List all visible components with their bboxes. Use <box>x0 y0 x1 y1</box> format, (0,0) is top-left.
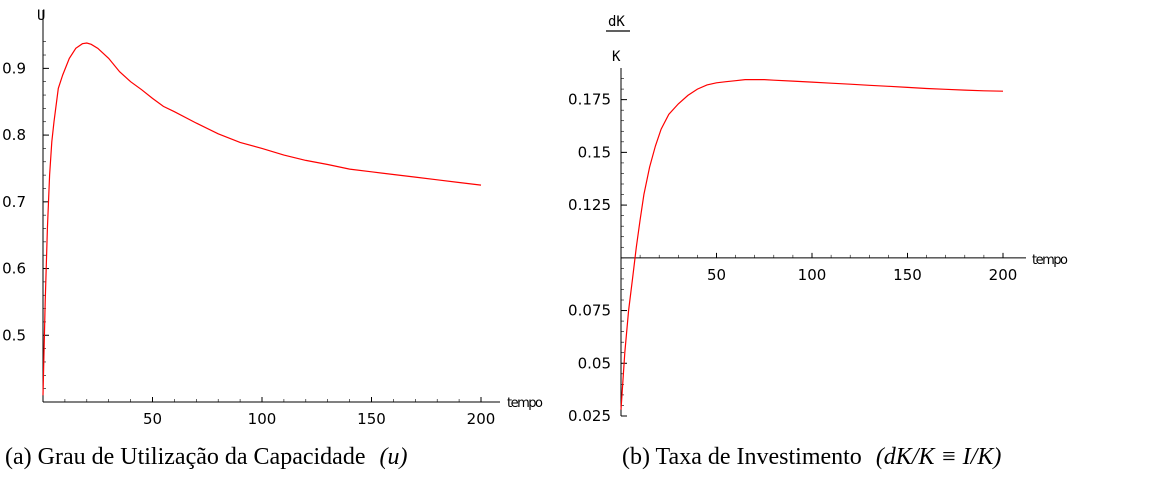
caption-math: (dK/K ≡ I/K) <box>876 444 1002 470</box>
x-tick-label: 200 <box>989 266 1018 284</box>
y-tick-label: 0.6 <box>2 260 26 278</box>
x-tick-label: 50 <box>707 266 726 284</box>
chart-investment-rate: dK K tempo (b) Taxa de Investimento (dK/… <box>568 14 1069 470</box>
y-axis-label-denominator: K <box>612 49 621 65</box>
y-tick-label: 0.175 <box>568 91 611 109</box>
x-tick-label: 100 <box>248 410 277 428</box>
y-tick-label: 0.7 <box>2 193 26 211</box>
y-axis-label: U <box>37 8 45 24</box>
x-axis-label: tempo <box>507 396 543 411</box>
y-tick-label: 0.125 <box>568 196 611 214</box>
x-tick-label: 100 <box>798 266 827 284</box>
y-tick-label: 0.05 <box>578 354 611 372</box>
y-tick-label: 0.025 <box>568 407 611 425</box>
caption-math: (u) <box>379 444 407 470</box>
y-tick-label: 0.15 <box>578 143 611 161</box>
chart-utilization: U tempo (a) Grau de Utilização da Capaci… <box>2 8 544 470</box>
series-line <box>620 78 1004 410</box>
caption-text: (b) Taxa de Investimento <box>622 444 862 470</box>
series-line <box>42 42 482 396</box>
caption-text: (a) Grau de Utilização da Capacidade <box>5 444 365 470</box>
y-tick-label: 0.9 <box>2 59 26 77</box>
x-tick-label: 200 <box>467 410 496 428</box>
y-tick-label: 0.8 <box>2 126 26 144</box>
x-tick-label: 50 <box>143 410 162 428</box>
x-tick-label: 150 <box>357 410 386 428</box>
caption: (a) Grau de Utilização da Capacidade (u) <box>5 444 407 470</box>
y-tick-label: 0.5 <box>2 326 26 344</box>
x-tick-label: 150 <box>893 266 922 284</box>
y-tick-label: 0.075 <box>568 302 611 320</box>
x-axis-label: tempo <box>1032 253 1068 268</box>
caption: (b) Taxa de Investimento (dK/K ≡ I/K) <box>622 444 1001 470</box>
y-axis-label-numerator: dK <box>608 14 625 30</box>
